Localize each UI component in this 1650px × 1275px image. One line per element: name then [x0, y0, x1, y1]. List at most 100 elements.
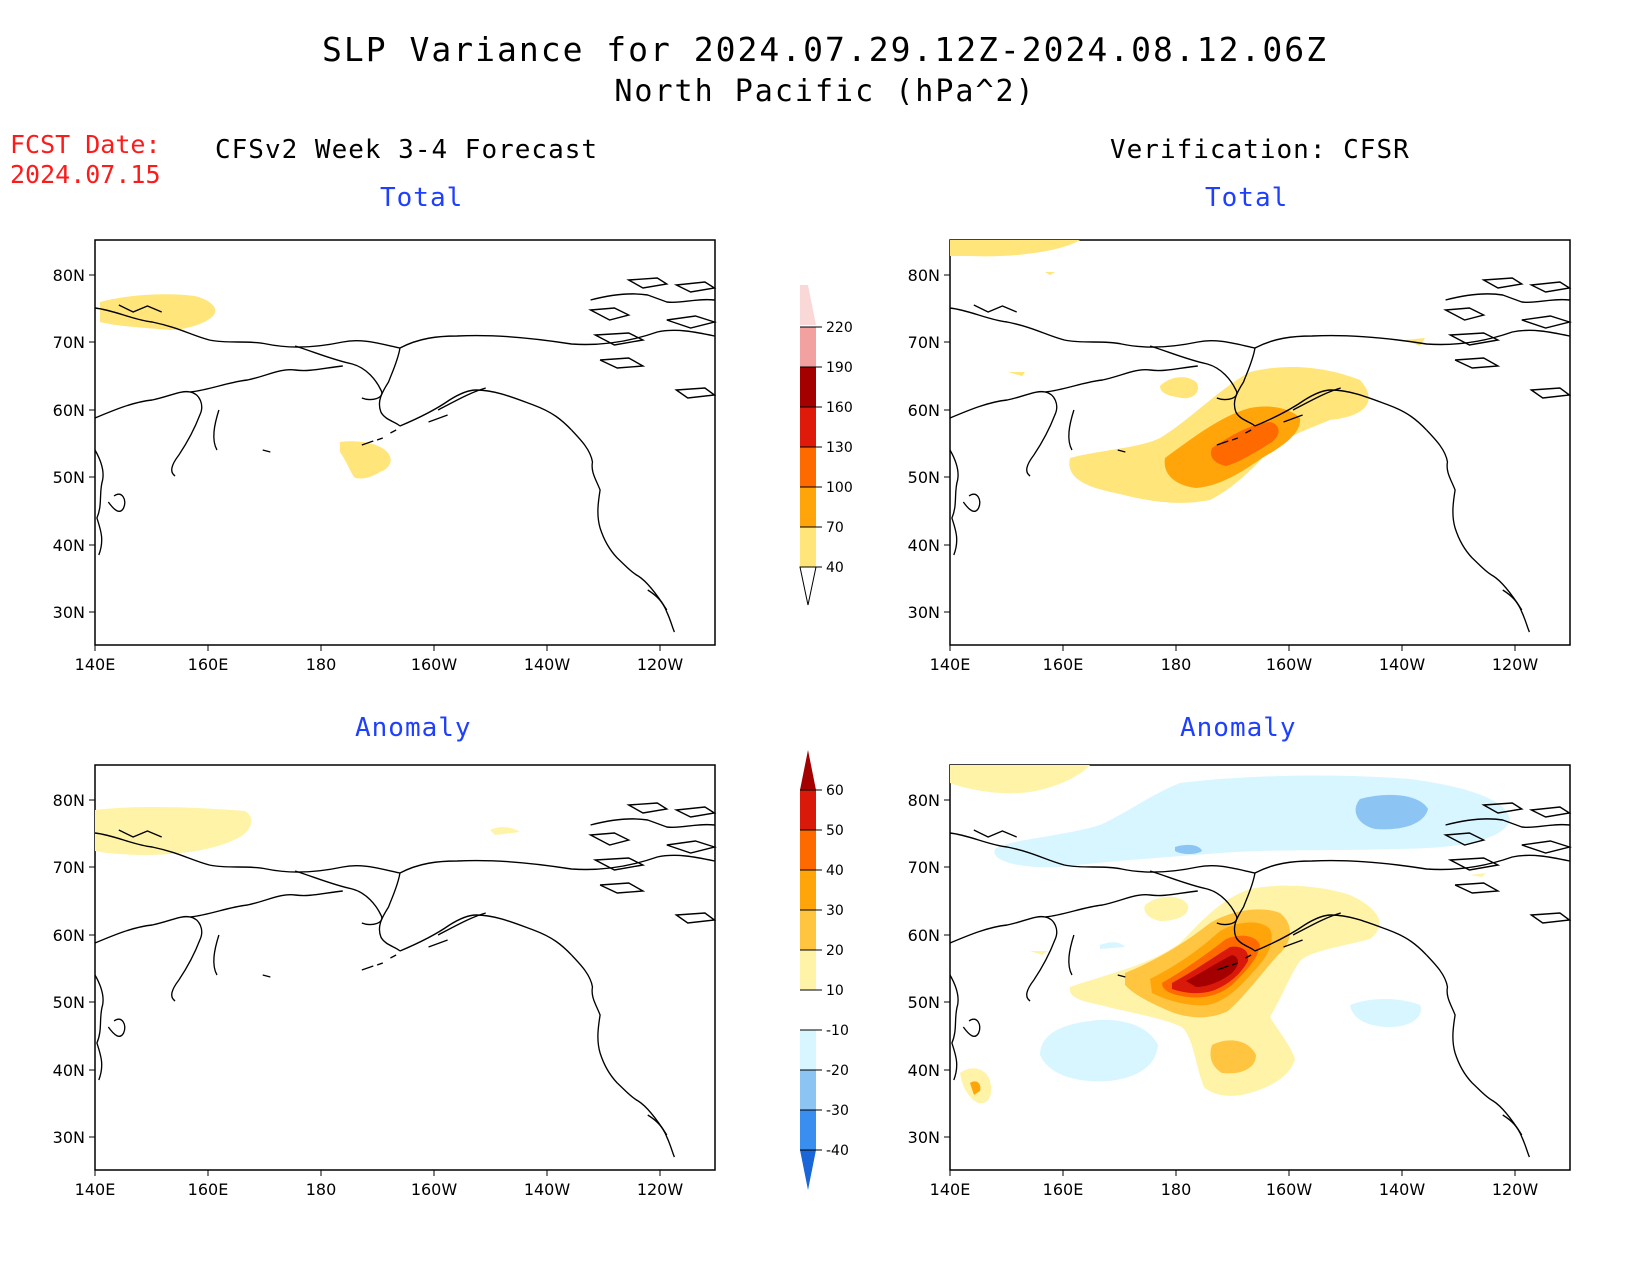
lat-tick-label: 30N: [53, 603, 85, 622]
lat-tick-label: 50N: [53, 468, 85, 487]
forecast-total-map: [94, 239, 716, 646]
total-legend-label: 190: [826, 360, 853, 376]
total-legend: 40 70 100 130 160 190 220: [799, 285, 853, 606]
lon-tick-label: 160W: [411, 655, 458, 674]
anomaly-legend-label: 20: [826, 943, 844, 959]
lon-tick-label: 160W: [1266, 1180, 1313, 1199]
lat-tick-label: 40N: [908, 1061, 940, 1080]
anomaly-neg20-region: [1355, 794, 1428, 830]
lon-tick-label: 140W: [1379, 1180, 1426, 1199]
anomaly-legend-swatch: [800, 870, 816, 910]
lon-tick-label: 120W: [1492, 655, 1539, 674]
anomaly-legend-label: 50: [826, 823, 844, 839]
lon-tick-label: 160W: [411, 1180, 458, 1199]
fcst-date-label: FCST Date:: [10, 130, 161, 159]
lon-tick-label: 160E: [1043, 655, 1084, 674]
anomaly-legend-label: -20: [826, 1063, 849, 1079]
anomaly-legend-swatch: [800, 790, 816, 830]
lat-tick-label: 60N: [908, 926, 940, 945]
anomaly-legend-label: 60: [826, 783, 844, 799]
anomaly-legend-label: -30: [826, 1103, 849, 1119]
lat-tick-label: 70N: [908, 858, 940, 877]
forecast-anomaly-title: Anomaly: [355, 713, 472, 743]
lon-tick-label: 140W: [524, 655, 571, 674]
lat-tick-label: 70N: [53, 858, 85, 877]
total-legend-swatch: [800, 447, 816, 487]
lat-tick-label: 50N: [908, 468, 940, 487]
lat-tick-label: 80N: [908, 791, 940, 810]
anomaly-legend-label: 30: [826, 903, 844, 919]
verification-total-map: [949, 239, 1571, 646]
main-title: SLP Variance for 2024.07.29.12Z-2024.08.…: [322, 30, 1328, 69]
lat-tick-label: 30N: [908, 1128, 940, 1147]
lat-tick-label: 80N: [53, 791, 85, 810]
verification-column-title: Verification: CFSR: [1110, 135, 1410, 165]
lon-tick-label: 160W: [1266, 655, 1313, 674]
anomaly-legend-swatch: [800, 950, 816, 990]
lon-tick-label: 140E: [930, 655, 971, 674]
lon-tick-label: 160E: [188, 1180, 229, 1199]
total-100-region: [1210, 422, 1279, 466]
anomaly-60-region: [1186, 955, 1238, 987]
anomaly-legend-label: -10: [826, 1023, 849, 1039]
lon-tick-label: 120W: [1492, 1180, 1539, 1199]
lat-tick-label: 40N: [908, 536, 940, 555]
total-legend-swatch: [800, 367, 816, 407]
verification-anomaly-title: Anomaly: [1180, 713, 1297, 743]
lon-tick-label: 140E: [930, 1180, 971, 1199]
lat-tick-label: 70N: [908, 333, 940, 352]
total-legend-label: 70: [826, 520, 844, 536]
lat-tick-label: 50N: [908, 993, 940, 1012]
lon-tick-label: 120W: [637, 655, 684, 674]
total-legend-label: 40: [826, 560, 844, 576]
total-legend-swatch: [800, 327, 816, 367]
anomaly-legend-swatch: [800, 910, 816, 950]
lon-tick-label: 140E: [75, 1180, 116, 1199]
main-subtitle: North Pacific (hPa^2): [614, 74, 1036, 109]
lat-tick-label: 60N: [53, 926, 85, 945]
lon-tick-label: 160E: [188, 655, 229, 674]
lat-tick-label: 70N: [53, 333, 85, 352]
anomaly-legend-bottom-arrow: [800, 1150, 816, 1190]
lat-tick-label: 40N: [53, 536, 85, 555]
anomaly-legend-swatch: [800, 1110, 816, 1150]
verification-total-title: Total: [1205, 183, 1289, 213]
lat-tick-label: 80N: [908, 266, 940, 285]
lon-tick-label: 120W: [637, 1180, 684, 1199]
lat-tick-label: 40N: [53, 1061, 85, 1080]
forecast-total-title: Total: [380, 183, 464, 213]
lat-tick-label: 30N: [53, 1128, 85, 1147]
fcst-date-value: 2024.07.15: [10, 160, 161, 189]
total-40-region: [340, 441, 391, 479]
forecast-anomaly-map: [94, 764, 716, 1171]
total-legend-swatch: [800, 407, 816, 447]
anomaly-legend-top-arrow: [800, 750, 816, 790]
total-legend-label: 130: [826, 440, 853, 456]
anomaly-legend-label: 40: [826, 863, 844, 879]
lon-tick-label: 160E: [1043, 1180, 1084, 1199]
lat-tick-label: 60N: [908, 401, 940, 420]
lon-tick-label: 140W: [524, 1180, 571, 1199]
anomaly-legend-swatch: [800, 990, 816, 1030]
anomaly-legend-swatch: [800, 830, 816, 870]
total-legend-label: 160: [826, 400, 853, 416]
anomaly-legend-swatch: [800, 1070, 816, 1110]
anomaly-legend-label: 10: [826, 983, 844, 999]
lat-tick-label: 80N: [53, 266, 85, 285]
lon-tick-label: 180: [306, 655, 337, 674]
lat-tick-label: 50N: [53, 993, 85, 1012]
lon-tick-label: 180: [1161, 1180, 1192, 1199]
lon-tick-label: 140W: [1379, 655, 1426, 674]
total-40-region: [100, 294, 216, 330]
anomaly-legend-label: -40: [826, 1143, 849, 1159]
verification-anomaly-map: [949, 764, 1571, 1171]
lat-tick-label: 30N: [908, 603, 940, 622]
lon-tick-label: 180: [306, 1180, 337, 1199]
forecast-column-title: CFSv2 Week 3-4 Forecast: [215, 135, 599, 165]
total-legend-label: 220: [826, 320, 853, 336]
lon-tick-label: 180: [1161, 655, 1192, 674]
total-legend-swatch: [800, 487, 816, 527]
total-legend-swatch: [800, 527, 816, 567]
anomaly-legend: -40 -30 -20 -10 10 20 30 40 50 60: [800, 750, 849, 1190]
